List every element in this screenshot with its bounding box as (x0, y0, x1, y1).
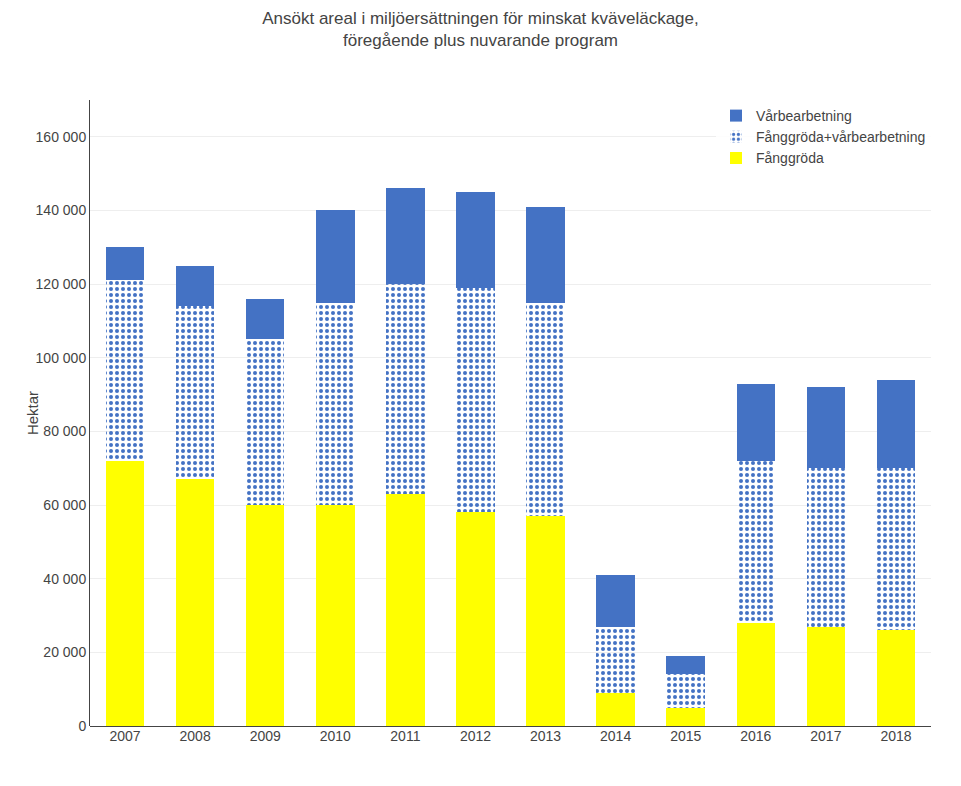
svg-text:2014: 2014 (600, 728, 631, 744)
svg-text:0: 0 (78, 718, 86, 734)
svg-text:2018: 2018 (880, 728, 911, 744)
svg-text:Ansökt areal i miljöersättning: Ansökt areal i miljöersättningen för min… (262, 9, 699, 50)
svg-text:2010: 2010 (320, 728, 351, 744)
svg-text:100 000: 100 000 (36, 350, 87, 366)
svg-text:140 000: 140 000 (36, 202, 87, 218)
svg-text:2016: 2016 (740, 728, 771, 744)
svg-text:2015: 2015 (670, 728, 701, 744)
svg-text:60 000: 60 000 (43, 497, 86, 513)
svg-text:2007: 2007 (109, 728, 140, 744)
svg-text:Fånggröda+vårbearbetning: Fånggröda+vårbearbetning (756, 129, 925, 145)
svg-text:2011: 2011 (390, 728, 420, 744)
svg-text:2008: 2008 (180, 728, 211, 744)
svg-text:Hektar: Hektar (24, 391, 41, 435)
svg-text:120 000: 120 000 (36, 276, 87, 292)
svg-text:20 000: 20 000 (43, 644, 86, 660)
svg-text:2012: 2012 (460, 728, 491, 744)
svg-text:Fånggröda: Fånggröda (756, 150, 824, 166)
svg-text:80 000: 80 000 (43, 423, 86, 439)
svg-text:40 000: 40 000 (43, 571, 86, 587)
svg-text:2013: 2013 (530, 728, 561, 744)
svg-text:160 000: 160 000 (36, 129, 87, 145)
svg-text:2009: 2009 (250, 728, 281, 744)
svg-text:Vårbearbetning: Vårbearbetning (756, 108, 852, 124)
svg-text:2017: 2017 (810, 728, 841, 744)
